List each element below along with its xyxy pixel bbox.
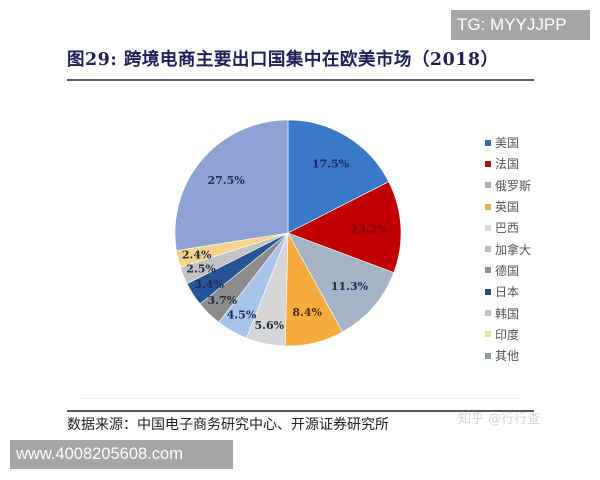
legend-label: 俄罗斯 [495, 178, 532, 193]
legend-swatch-icon [485, 160, 491, 167]
data-source: 数据来源：中国电子商务研究中心、开源证券研究所 [67, 417, 389, 433]
source-divider [67, 410, 534, 412]
legend-item: 日本 [485, 281, 565, 302]
pie-label: 27.5% [207, 174, 245, 187]
pie-label: 8.4% [292, 306, 322, 319]
legend-swatch-icon [485, 288, 491, 295]
chart-legend: 美国法国俄罗斯英国巴西加拿大德国日本韩国印度其他 [485, 132, 565, 366]
legend-swatch-icon [485, 246, 491, 253]
pie-slice-俄罗斯 [287, 232, 395, 333]
legend-item: 加拿大 [485, 238, 565, 259]
pie-label: 17.5% [312, 158, 350, 171]
pie-slice-法国 [287, 181, 402, 273]
legend-label: 加拿大 [495, 242, 532, 257]
legend-item: 韩国 [485, 302, 565, 323]
legend-label: 巴西 [495, 221, 520, 236]
legend-label: 印度 [495, 327, 520, 342]
legend-item: 印度 [485, 324, 565, 345]
pie-slice-美国 [287, 119, 390, 234]
legend-label: 英国 [495, 200, 520, 215]
faint-divider [80, 398, 520, 399]
pie-label: 3.4% [194, 278, 224, 291]
pie-label: 5.6% [255, 319, 285, 332]
pie-label: 3.7% [208, 294, 238, 307]
legend-label: 德国 [495, 263, 520, 278]
legend-swatch-icon [485, 267, 491, 274]
pie-label: 2.5% [186, 262, 216, 275]
figure-title: 图29: 跨境电商主要出口国集中在欧美市场（2018） [67, 50, 499, 70]
legend-item: 德国 [485, 260, 565, 281]
legend-swatch-icon [485, 139, 491, 146]
legend-item: 法国 [485, 153, 565, 174]
legend-label: 美国 [495, 136, 520, 151]
pie-label: 13.2% [351, 222, 389, 235]
legend-item: 美国 [485, 132, 565, 153]
pie-label: 11.3% [331, 280, 369, 293]
legend-swatch-icon [485, 224, 491, 231]
tg-watermark: TG: MYYJJPP [451, 10, 590, 40]
legend-label: 其他 [495, 349, 520, 364]
legend-swatch-icon [485, 352, 491, 359]
legend-swatch-icon [485, 331, 491, 338]
legend-item: 俄罗斯 [485, 175, 565, 196]
legend-item: 其他 [485, 345, 565, 366]
legend-swatch-icon [485, 203, 491, 210]
legend-swatch-icon [485, 310, 491, 317]
pie-slice-其他 [174, 119, 289, 252]
url-watermark: www.4008205608.com [10, 440, 233, 469]
legend-label: 法国 [495, 157, 520, 172]
legend-item: 英国 [485, 196, 565, 217]
legend-swatch-icon [485, 182, 491, 189]
legend-label: 日本 [495, 285, 520, 300]
pie-label: 2.4% [182, 249, 212, 262]
legend-label: 韩国 [495, 306, 520, 321]
title-divider [67, 79, 534, 81]
legend-item: 巴西 [485, 217, 565, 238]
pie-label: 4.5% [227, 309, 257, 322]
zhihu-watermark: 知乎 @行行查 [458, 412, 541, 427]
